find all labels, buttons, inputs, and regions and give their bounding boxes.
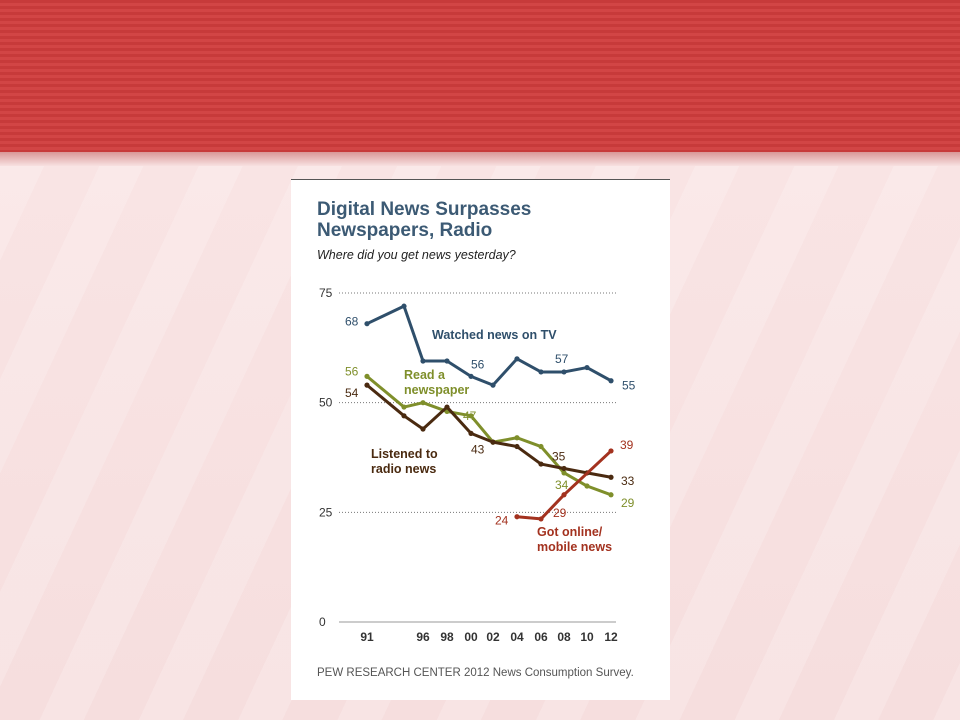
series-annotation-newspaper-line-2: newspaper bbox=[404, 383, 469, 397]
data-point-tv-1991 bbox=[364, 321, 370, 327]
data-point-radio-2012 bbox=[608, 474, 614, 480]
data-point-newspaper-2008 bbox=[561, 470, 567, 476]
data-point-online-2006 bbox=[538, 516, 544, 522]
data-point-tv-1994 bbox=[401, 303, 407, 309]
data-point-radio-1994 bbox=[401, 413, 407, 419]
data-point-newspaper-2004 bbox=[514, 435, 520, 441]
chart-title: Digital News Surpasses Newspapers, Radio bbox=[317, 199, 532, 241]
data-point-newspaper-2006 bbox=[538, 443, 544, 450]
data-point-radio-2000 bbox=[468, 430, 474, 436]
data-point-tv-2010 bbox=[584, 364, 590, 371]
data-label-newspaper-2008: 34 bbox=[555, 478, 569, 492]
line-chart: 0 25 50 75 91 96 98 00 02 04 06 08 10 12 68 56 57 55 56 4… bbox=[291, 179, 670, 644]
data-point-radio-1998 bbox=[444, 404, 450, 410]
y-tick-label-25: 25 bbox=[319, 505, 333, 519]
data-point-radio-2002 bbox=[490, 439, 496, 445]
data-label-tv-2012: 55 bbox=[622, 379, 636, 393]
x-tick-label-08: 08 bbox=[557, 630, 571, 644]
data-point-newspaper-1991 bbox=[364, 373, 370, 379]
x-tick-label-04: 04 bbox=[510, 630, 524, 644]
chart-subtitle: Where did you get news yesterday? bbox=[317, 248, 516, 262]
data-point-radio-1996 bbox=[420, 426, 426, 432]
data-label-radio-2008: 35 bbox=[552, 449, 566, 463]
data-point-newspaper-1994 bbox=[401, 404, 407, 410]
x-tick-label-12: 12 bbox=[604, 630, 618, 644]
data-label-online-2004: 24 bbox=[495, 514, 509, 528]
data-label-newspaper-2012: 29 bbox=[621, 496, 635, 510]
chart-source: PEW RESEARCH CENTER 2012 News Consumptio… bbox=[317, 667, 634, 679]
series-annotation-newspaper-line-1: Read a bbox=[404, 368, 446, 382]
data-point-online-2008 bbox=[561, 492, 567, 498]
data-point-tv-2000 bbox=[468, 373, 474, 379]
data-label-online-2008: 29 bbox=[553, 506, 567, 520]
data-point-newspaper-1996 bbox=[420, 400, 426, 406]
x-tick-label-06: 06 bbox=[534, 630, 548, 644]
series-annotation-online-line-1: Got online/ bbox=[537, 525, 603, 539]
data-label-tv-1991: 68 bbox=[345, 315, 359, 329]
data-label-radio-2012: 33 bbox=[621, 474, 635, 488]
data-point-tv-2002 bbox=[490, 382, 496, 388]
data-point-newspaper-2010 bbox=[584, 483, 590, 489]
data-point-radio-2004 bbox=[514, 443, 520, 450]
data-point-newspaper-2000 bbox=[468, 413, 474, 419]
data-point-tv-2006 bbox=[538, 369, 544, 375]
data-point-tv-2008 bbox=[561, 369, 567, 375]
data-point-radio-2006 bbox=[538, 461, 544, 467]
data-point-tv-2012 bbox=[608, 378, 614, 384]
data-point-online-2012 bbox=[608, 448, 614, 454]
header-banner bbox=[0, 0, 960, 152]
data-label-radio-2000: 43 bbox=[471, 442, 485, 456]
data-point-tv-2004 bbox=[514, 356, 520, 362]
x-tick-label-91: 91 bbox=[360, 630, 374, 644]
x-tick-label-02: 02 bbox=[486, 630, 500, 644]
series-annotation-tv-line-1: Watched news on TV bbox=[432, 328, 557, 342]
x-tick-label-98: 98 bbox=[440, 630, 454, 644]
data-point-online-2004 bbox=[514, 514, 520, 520]
data-label-online-2012: 39 bbox=[620, 438, 634, 452]
series-annotation-radio-line-1: Listened to bbox=[371, 447, 438, 461]
y-tick-label-75: 75 bbox=[319, 286, 333, 300]
y-tick-label-0: 0 bbox=[319, 615, 326, 629]
data-label-radio-1991: 54 bbox=[345, 386, 359, 400]
data-point-radio-2008 bbox=[561, 465, 567, 472]
data-point-newspaper-2012 bbox=[608, 492, 614, 498]
data-label-newspaper-1991: 56 bbox=[345, 364, 359, 378]
series-annotation-online-line-2: mobile news bbox=[537, 540, 612, 554]
chart-card: 0 25 50 75 91 96 98 00 02 04 06 08 10 12 68 56 57 55 56 4… bbox=[291, 179, 670, 700]
x-tick-label-96: 96 bbox=[416, 630, 430, 644]
series-line-online bbox=[515, 449, 613, 521]
x-tick-label-00: 00 bbox=[464, 630, 478, 644]
data-label-newspaper-2000: 47 bbox=[463, 409, 477, 423]
data-label-tv-2008: 57 bbox=[555, 352, 569, 366]
banner-shadow bbox=[0, 152, 960, 166]
x-tick-label-10: 10 bbox=[580, 630, 594, 644]
data-point-tv-1996 bbox=[420, 358, 426, 364]
y-tick-label-50: 50 bbox=[319, 396, 333, 410]
data-label-tv-2000: 56 bbox=[471, 357, 485, 371]
series-annotation-radio-line-2: radio news bbox=[371, 462, 436, 476]
data-point-radio-1991 bbox=[364, 382, 370, 388]
data-point-tv-1998 bbox=[444, 358, 450, 364]
